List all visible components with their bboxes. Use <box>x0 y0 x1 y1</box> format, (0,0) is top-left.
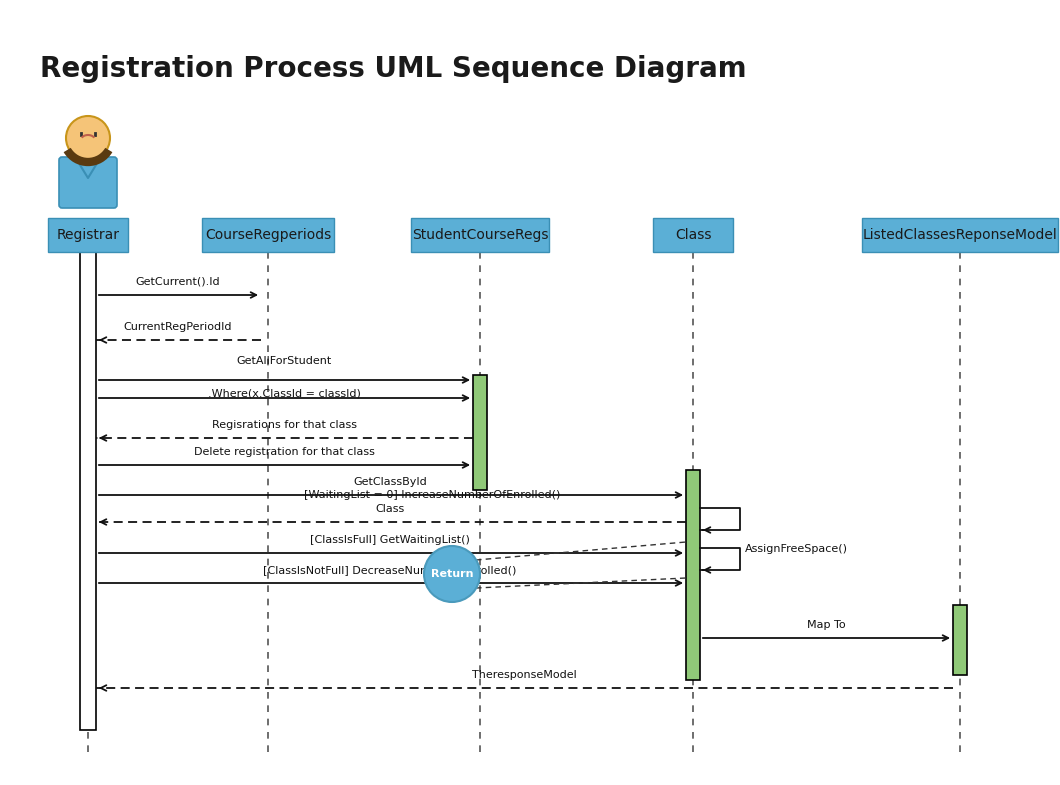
Text: AssignFreeSpace(): AssignFreeSpace() <box>745 544 848 554</box>
Text: Class: Class <box>375 504 405 514</box>
Text: GetAllForStudent: GetAllForStudent <box>236 356 332 366</box>
FancyBboxPatch shape <box>862 218 1058 252</box>
FancyBboxPatch shape <box>653 218 734 252</box>
Text: GetClassById: GetClassById <box>353 477 427 487</box>
Text: ListedClassesReponseModel: ListedClassesReponseModel <box>863 228 1058 242</box>
FancyBboxPatch shape <box>48 218 128 252</box>
Text: Delete registration for that class: Delete registration for that class <box>194 447 374 457</box>
Text: Map To: Map To <box>807 620 845 630</box>
Text: TheresponseModel: TheresponseModel <box>472 670 577 680</box>
Bar <box>473 375 487 490</box>
Text: Registrar: Registrar <box>56 228 120 242</box>
FancyBboxPatch shape <box>59 157 117 208</box>
Text: [WaitingList = 0] IncreaseNumberOfEnrolled(): [WaitingList = 0] IncreaseNumberOfEnroll… <box>303 490 560 500</box>
Text: CourseRegperiods: CourseRegperiods <box>205 228 331 242</box>
FancyBboxPatch shape <box>202 218 334 252</box>
Text: Registration Process UML Sequence Diagram: Registration Process UML Sequence Diagra… <box>40 55 746 83</box>
FancyBboxPatch shape <box>411 218 549 252</box>
Text: [ClassIsNotFull] DecreaseNumberOfEnrolled(): [ClassIsNotFull] DecreaseNumberOfEnrolle… <box>263 565 516 575</box>
Circle shape <box>424 546 480 602</box>
Bar <box>953 605 967 675</box>
Bar <box>686 470 700 680</box>
Text: Regisrations for that class: Regisrations for that class <box>212 420 356 430</box>
Text: [ClassIsFull] GetWaitingList(): [ClassIsFull] GetWaitingList() <box>311 535 470 545</box>
Text: Return: Return <box>430 569 473 579</box>
Text: CurrentRegPeriodId: CurrentRegPeriodId <box>124 322 232 332</box>
Text: StudentCourseRegs: StudentCourseRegs <box>411 228 548 242</box>
Text: Class: Class <box>675 228 711 242</box>
Text: GetCurrent().Id: GetCurrent().Id <box>136 277 220 287</box>
Text: .Where(x.ClassId = classId): .Where(x.ClassId = classId) <box>208 388 360 398</box>
Bar <box>80 252 96 730</box>
Circle shape <box>66 116 110 160</box>
